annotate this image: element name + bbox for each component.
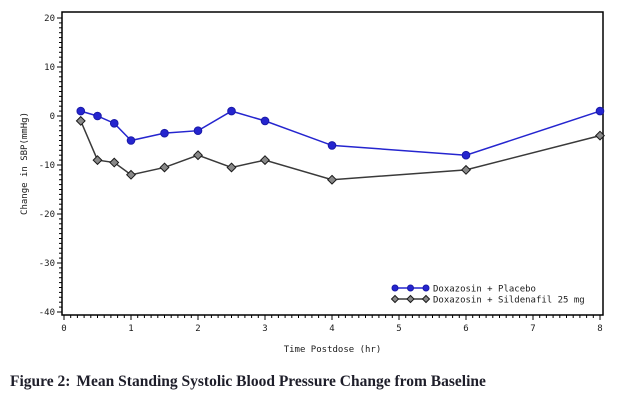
figure-caption-label: Figure 2: [10, 373, 71, 390]
chart-canvas: 0 1 2 3 4 5 6 7 8 20 10 0 -10 -20 -30 -40 Time Postdose … [20, 11, 606, 355]
y-axis-tick-label: 0 [50, 112, 55, 122]
data-point-diamond [390, 294, 400, 304]
data-point-circle [327, 141, 337, 150]
figure-caption-title: Mean Standing Systolic Blood Pressure Ch… [76, 373, 486, 390]
x-axis-tick-labels: 0 1 2 3 4 5 6 7 8 [61, 324, 602, 334]
line-chart: 0 1 2 3 4 5 6 7 8 20 10 0 -10 -20 -30 -40 Time Postdose … [20, 11, 606, 355]
data-point-circle [193, 126, 203, 135]
data-point-diamond [259, 155, 271, 166]
data-point-diamond [75, 115, 86, 126]
x-axis-tick-label: 4 [329, 324, 334, 334]
series-1-diamond [75, 115, 606, 185]
data-point-circle [407, 284, 414, 292]
data-point-circle [227, 106, 236, 116]
series-0-circle [76, 106, 605, 160]
data-point-circle [595, 106, 605, 116]
data-point-circle [93, 111, 102, 121]
axis-ticks [57, 17, 601, 320]
data-point-diamond [421, 294, 431, 304]
x-axis-tick-label: 1 [128, 324, 133, 334]
data-point-diamond [125, 169, 137, 180]
x-axis-title: Time Postdose (hr) [284, 345, 382, 355]
data-point-diamond [406, 294, 415, 304]
x-axis-tick-label: 2 [195, 324, 200, 334]
data-point-circle [126, 136, 136, 145]
y-axis-tick-label: -30 [39, 259, 55, 269]
data-point-circle [391, 284, 399, 292]
data-point-circle [160, 128, 169, 138]
x-axis-tick-label: 3 [262, 324, 267, 334]
data-point-diamond [159, 162, 170, 173]
legend-label: Doxazosin + Sildenafil 25 mg [433, 296, 585, 306]
data-point-diamond [326, 174, 338, 185]
data-point-circle [109, 119, 119, 128]
y-axis-tick-label: -20 [39, 210, 55, 220]
data-point-circle [422, 284, 430, 292]
series-line [80, 120, 601, 181]
data-point-diamond [460, 164, 472, 175]
data-point-diamond [192, 150, 204, 161]
figure-caption: Figure 2: Mean Standing Systolic Blood Pr… [10, 373, 486, 391]
series-line [80, 110, 601, 156]
data-point-diamond [594, 130, 606, 141]
x-axis-tick-label: 8 [597, 324, 602, 334]
y-axis-tick-label: 10 [44, 63, 55, 73]
x-axis-tick-label: 0 [61, 324, 66, 334]
data-point-diamond [92, 155, 103, 166]
data-point-circle [260, 116, 270, 126]
data-point-circle [76, 106, 86, 116]
y-axis-title: Change in SBP(mmHg) [20, 112, 30, 215]
y-axis-tick-labels: 20 10 0 -10 -20 -30 -40 [39, 14, 55, 318]
legend-label: Doxazosin + Placebo [433, 285, 536, 295]
y-axis-tick-label: -10 [39, 161, 55, 171]
data-point-diamond [226, 162, 237, 173]
x-axis-tick-label: 5 [396, 324, 401, 334]
plot-frame [61, 11, 604, 316]
y-axis-tick-label: 20 [44, 14, 55, 24]
x-axis-tick-label: 6 [463, 324, 468, 334]
x-axis-tick-label: 7 [530, 324, 535, 334]
data-point-circle [461, 150, 471, 160]
y-axis-tick-label: -40 [39, 308, 55, 318]
data-point-diamond [109, 157, 120, 168]
